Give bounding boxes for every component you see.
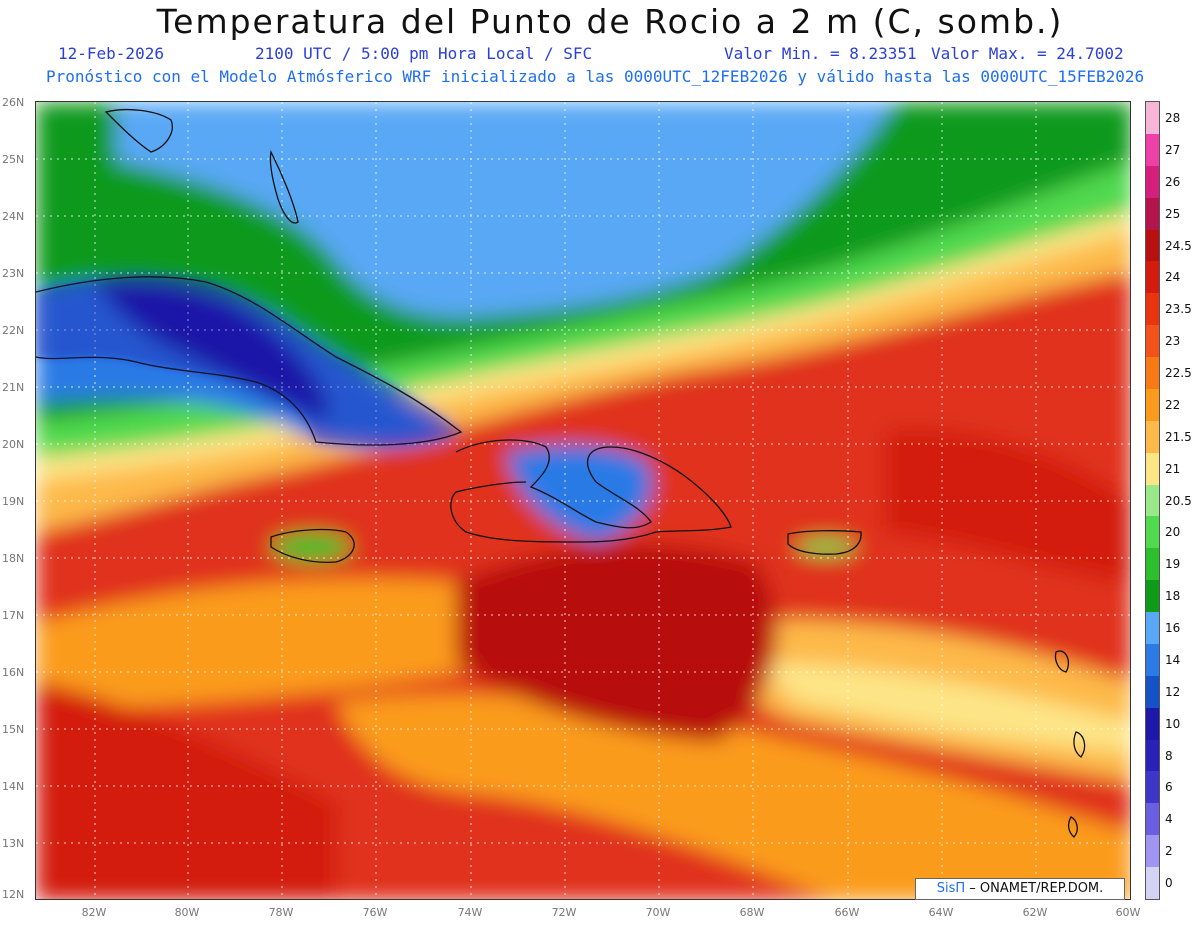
lat-label: 19N (2, 495, 25, 508)
color-scale-swatch (1146, 102, 1159, 134)
color-scale-bar (1145, 101, 1160, 900)
lon-label: 78W (268, 906, 294, 919)
color-scale-label: 16 (1165, 621, 1181, 636)
color-scale-swatch (1146, 675, 1159, 708)
color-scale-swatch (1146, 197, 1159, 230)
credit-text: – ONAMET/REP.DOM. (969, 881, 1104, 896)
color-scale-label: 10 (1165, 716, 1181, 731)
color-scale-label: 20.5 (1165, 493, 1192, 508)
sis-logo: SisΠ (936, 881, 966, 896)
lon-label: 66W (834, 906, 860, 919)
max-value: Valor Max. = 24.7002 (931, 44, 1124, 63)
lat-label: 26N (2, 96, 25, 109)
dewpoint-map (35, 101, 1131, 900)
lat-label: 25N (2, 153, 25, 166)
color-scale-swatch (1146, 580, 1159, 612)
lat-label: 20N (2, 438, 25, 451)
color-scale-label: 19 (1165, 557, 1181, 572)
color-scale-swatch (1146, 835, 1159, 867)
color-scale-label: 22.5 (1165, 366, 1192, 381)
color-scale-label: 23 (1165, 334, 1181, 349)
color-scale-swatch (1146, 484, 1159, 517)
color-scale-swatch (1146, 420, 1159, 453)
lon-label: 60W (1115, 906, 1141, 919)
color-scale-label: 26 (1165, 174, 1181, 189)
color-scale-swatch (1146, 357, 1159, 389)
lon-label: 72W (551, 906, 577, 919)
color-scale-swatch (1146, 325, 1159, 357)
lat-label: 22N (2, 324, 25, 337)
color-scale-swatch (1146, 261, 1159, 294)
color-scale-label: 20 (1165, 525, 1181, 540)
color-scale-label: 25 (1165, 206, 1181, 221)
color-scale-swatch (1146, 643, 1159, 676)
lat-label: 15N (2, 723, 25, 736)
lat-label: 14N (2, 780, 25, 793)
color-scale-swatch (1146, 452, 1159, 485)
forecast-date: 12-Feb-2026 (58, 44, 164, 63)
color-scale-label: 27 (1165, 142, 1181, 157)
color-scale-label: 21 (1165, 461, 1181, 476)
lon-label: 80W (174, 906, 200, 919)
color-scale-label: 21.5 (1165, 429, 1192, 444)
lat-label: 12N (2, 888, 25, 901)
color-scale-label: 28 (1165, 111, 1181, 125)
lon-label: 68W (739, 906, 765, 919)
color-scale-label: 0 (1165, 876, 1173, 891)
credit-box: SisΠ – ONAMET/REP.DOM. (915, 878, 1125, 900)
lat-label: 16N (2, 666, 25, 679)
color-scale-swatch (1146, 133, 1159, 166)
color-scale-label: 24 (1165, 270, 1181, 285)
color-scale-label: 18 (1165, 589, 1181, 604)
min-value: Valor Min. = 8.23351 (724, 44, 917, 63)
lat-label: 21N (2, 381, 25, 394)
color-scale-swatch (1146, 293, 1159, 326)
color-scale-label: 4 (1165, 812, 1173, 827)
lon-label: 62W (1022, 906, 1048, 919)
color-scale-swatch (1146, 803, 1159, 836)
color-scale-swatch (1146, 612, 1159, 644)
lat-label: 18N (2, 552, 25, 565)
color-scale-swatch (1146, 516, 1159, 549)
forecast-time: 2100 UTC / 5:00 pm Hora Local / SFC (255, 44, 593, 63)
color-scale-label: 14 (1165, 652, 1181, 667)
lon-label: 70W (645, 906, 671, 919)
color-scale-swatch (1146, 548, 1159, 581)
lat-label: 24N (2, 210, 25, 223)
color-scale-swatch (1146, 867, 1159, 899)
color-scale-swatch (1146, 739, 1159, 772)
color-scale-label: 22 (1165, 397, 1181, 412)
color-scale-swatch (1146, 771, 1159, 804)
color-scale-label: 24.5 (1165, 238, 1192, 253)
color-scale-swatch (1146, 165, 1159, 198)
lon-label: 74W (457, 906, 483, 919)
color-scale-label: 23.5 (1165, 302, 1192, 317)
color-scale-label: 6 (1165, 780, 1173, 795)
lat-label: 13N (2, 837, 25, 850)
map-title: Temperatura del Punto de Rocio a 2 m (C,… (156, 2, 1064, 41)
color-scale-label: 8 (1165, 748, 1173, 763)
color-scale-label: 2 (1165, 844, 1173, 859)
model-info: Pronóstico con el Modelo Atmósferico WRF… (46, 67, 1145, 86)
lon-label: 82W (81, 906, 107, 919)
color-scale-swatch (1146, 229, 1159, 262)
lon-label: 64W (928, 906, 954, 919)
lat-label: 17N (2, 609, 25, 622)
color-scale-label: 12 (1165, 684, 1181, 699)
lat-label: 23N (2, 267, 25, 280)
color-scale-swatch (1146, 707, 1159, 740)
color-scale-swatch (1146, 388, 1159, 421)
lon-label: 76W (362, 906, 388, 919)
